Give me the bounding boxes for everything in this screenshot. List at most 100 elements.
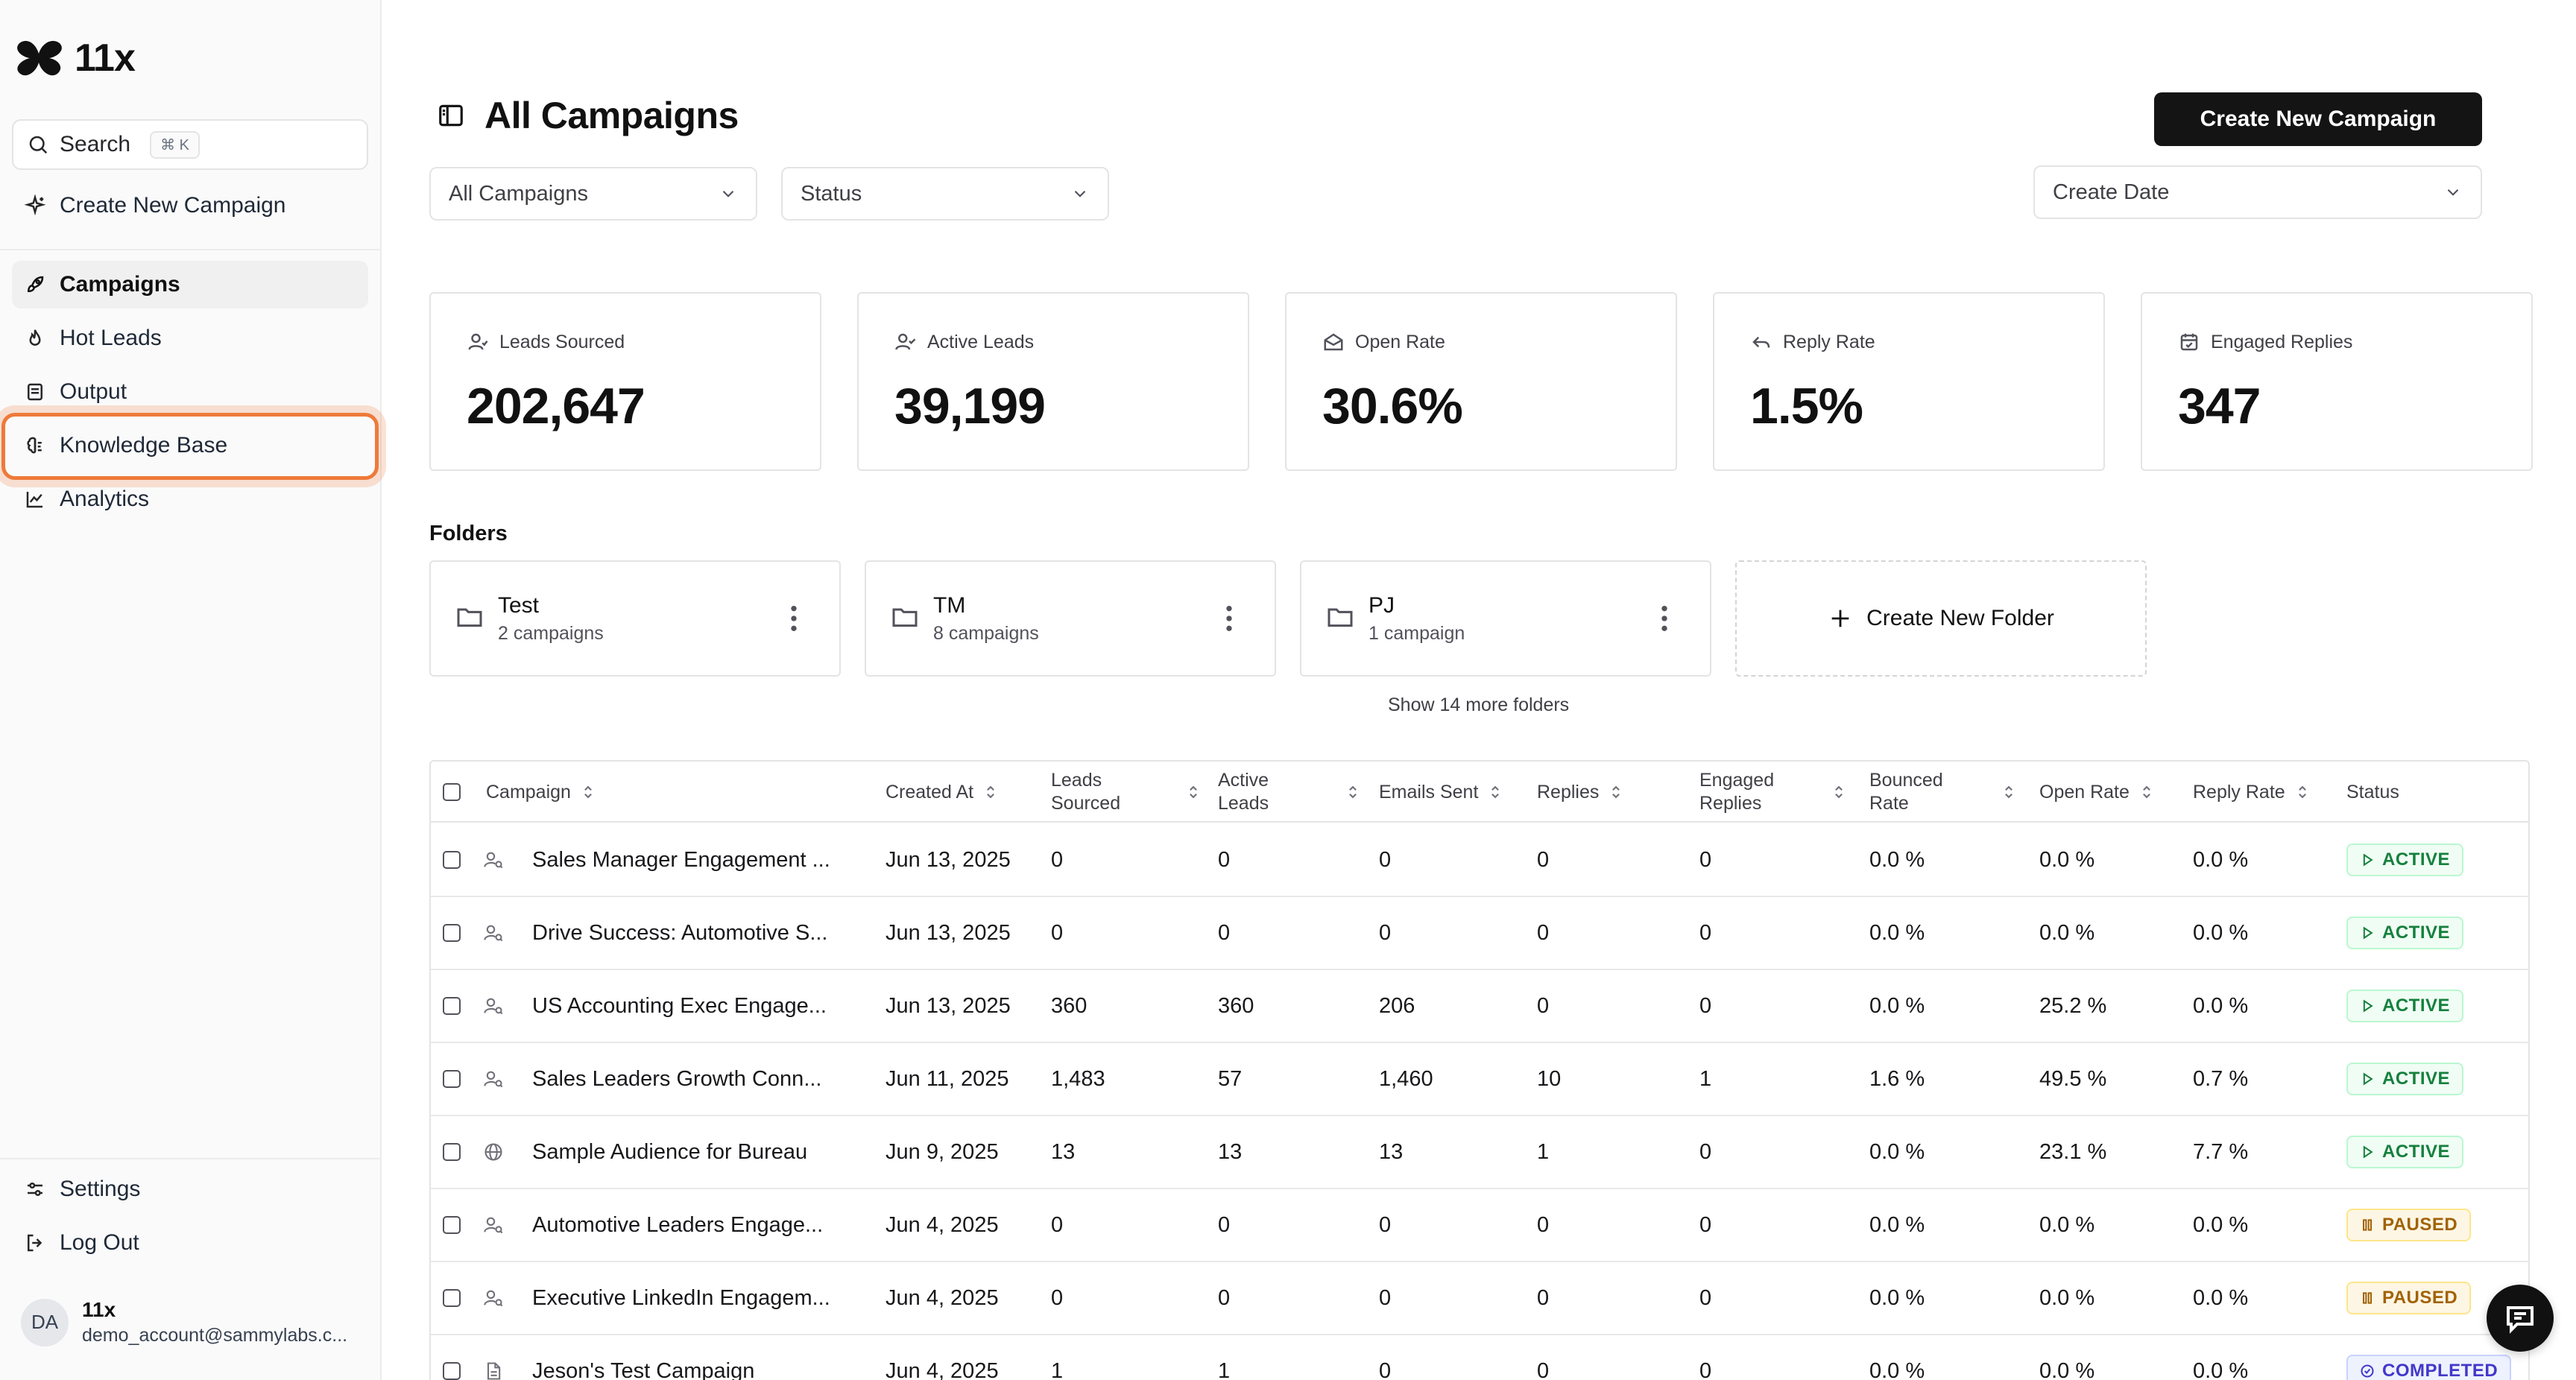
chat-support-button[interactable] — [2487, 1285, 2554, 1352]
column-header-open-rate[interactable]: Open Rate — [2039, 762, 2153, 823]
cell-emails: 206 — [1379, 993, 1415, 1018]
row-checkbox[interactable] — [443, 1289, 461, 1307]
column-header-status[interactable]: Status — [2346, 762, 2399, 823]
settings-link[interactable]: Settings — [12, 1165, 368, 1213]
more-vertical-icon[interactable] — [1659, 604, 1670, 633]
row-checkbox[interactable] — [443, 1143, 461, 1161]
cell-bounced: 0.0 % — [1869, 1212, 1925, 1237]
sidebar-item-output[interactable]: Output — [12, 368, 368, 416]
table-row[interactable]: Automotive Leaders Engage... Jun 4, 2025 0… — [431, 1189, 2528, 1262]
stat-value: 347 — [2178, 378, 2261, 434]
campaign-name[interactable]: US Accounting Exec Engage... — [532, 993, 827, 1018]
search-input[interactable]: Search ⌘ K — [12, 119, 368, 170]
create-new-campaign-label: Create New Campaign — [60, 193, 286, 218]
folder-card-pj[interactable]: PJ 1 campaign — [1300, 560, 1711, 677]
cell-bounced: 0.0 % — [1869, 1139, 1925, 1164]
sidebar-item-knowledge-base[interactable]: Knowledge Base — [12, 422, 368, 469]
logout-link[interactable]: Log Out — [12, 1219, 368, 1267]
user-profile[interactable]: DA 11x demo_account@sammylabs.c... — [21, 1298, 347, 1346]
create-new-campaign-link[interactable]: Create New Campaign — [12, 182, 368, 230]
table-row[interactable]: Sample Audience for Bureau Jun 9, 2025 13 1… — [431, 1116, 2528, 1189]
column-header-active-leads[interactable]: Active Leads — [1218, 762, 1360, 823]
chevron-down-icon — [2447, 189, 2459, 196]
sidebar-item-label: Output — [60, 379, 127, 404]
column-header-reply-rate[interactable]: Reply Rate — [2193, 762, 2309, 823]
user-search-icon — [483, 849, 504, 870]
create-new-campaign-button[interactable]: Create New Campaign — [2154, 92, 2482, 146]
chevron-down-icon — [722, 190, 734, 197]
table-row[interactable]: Executive LinkedIn Engagem... Jun 4, 2025… — [431, 1262, 2528, 1335]
status-filter-select[interactable]: Status — [781, 167, 1109, 221]
sort-icon — [2298, 785, 2306, 799]
sliders-icon — [24, 1178, 46, 1200]
campaign-name[interactable]: Drive Success: Automotive S... — [532, 920, 828, 945]
column-header-replies[interactable]: Replies — [1537, 762, 1623, 823]
sort-icon — [1190, 785, 1197, 799]
play-icon — [2360, 1145, 2375, 1159]
campaign-name[interactable]: Executive LinkedIn Engagem... — [532, 1285, 830, 1310]
create-date-filter-select[interactable]: Create Date — [2033, 165, 2482, 219]
campaign-name[interactable]: Automotive Leaders Engage... — [532, 1212, 824, 1237]
sidebar-item-label: Campaigns — [60, 272, 180, 297]
cell-open: 0.0 % — [2039, 1285, 2095, 1310]
create-new-folder-button[interactable]: Create New Folder — [1735, 560, 2147, 677]
table-row[interactable]: Drive Success: Automotive S... Jun 13, 20… — [431, 897, 2528, 970]
folder-card-tm[interactable]: TM 8 campaigns — [865, 560, 1276, 677]
column-header-emails-sent[interactable]: Emails Sent — [1379, 762, 1502, 823]
column-header-engaged-replies[interactable]: Engaged Replies — [1699, 762, 1846, 823]
pause-icon — [2360, 1218, 2375, 1232]
column-header-campaign[interactable]: Campaign — [486, 762, 595, 823]
column-label-line: Sourced — [1051, 793, 1121, 814]
sidebar-toggle-icon[interactable] — [437, 101, 465, 130]
sort-icon — [2005, 785, 2012, 799]
column-header-bounced-rate[interactable]: Bounced Rate — [1869, 762, 2015, 823]
table-row[interactable]: Sales Manager Engagement ... Jun 13, 2025… — [431, 824, 2528, 897]
campaign-name[interactable]: Jeson's Test Campaign — [532, 1358, 755, 1380]
sort-icon — [1612, 785, 1620, 799]
column-label: Reply Rate — [2193, 781, 2285, 803]
folder-card-test[interactable]: Test 2 campaigns — [429, 560, 841, 677]
more-vertical-icon[interactable] — [1224, 604, 1234, 633]
sidebar-item-hot-leads[interactable]: Hot Leads — [12, 314, 368, 362]
cell-active: 0 — [1218, 920, 1231, 945]
column-header-leads-sourced[interactable]: Leads Sourced — [1051, 762, 1200, 823]
row-checkbox[interactable] — [443, 851, 461, 869]
more-vertical-icon[interactable] — [789, 604, 799, 633]
brain-icon — [24, 434, 46, 457]
page-title: All Campaigns — [484, 95, 739, 136]
logout-icon — [24, 1232, 46, 1254]
user-email: demo_account@sammylabs.c... — [82, 1325, 348, 1346]
cell-reply: 7.7 % — [2193, 1139, 2249, 1164]
campaign-name[interactable]: Sample Audience for Bureau — [532, 1139, 808, 1164]
sidebar-divider — [0, 249, 380, 250]
column-label-line: Bounced — [1869, 770, 1943, 791]
sidebar-item-analytics[interactable]: Analytics — [12, 475, 368, 523]
cell-open: 25.2 % — [2039, 993, 2107, 1018]
campaign-name[interactable]: Sales Manager Engagement ... — [532, 847, 830, 872]
pause-icon — [2360, 1291, 2375, 1305]
cell-bounced: 0.0 % — [1869, 847, 1925, 872]
table-row[interactable]: US Accounting Exec Engage... Jun 13, 2025… — [431, 970, 2528, 1043]
folder-icon — [1328, 608, 1353, 627]
row-checkbox[interactable] — [443, 1362, 461, 1380]
status-label: ACTIVE — [2382, 996, 2451, 1016]
logo[interactable]: 11x — [16, 36, 136, 80]
select-all-checkbox[interactable] — [443, 783, 461, 801]
table-row[interactable]: Sales Leaders Growth Conn... Jun 11, 2025… — [431, 1043, 2528, 1116]
show-more-folders-link[interactable]: Show 14 more folders — [1388, 694, 1570, 715]
cell-leads: 0 — [1051, 1285, 1064, 1310]
user-search-icon — [483, 1215, 504, 1235]
folder-count: 1 campaign — [1368, 623, 1465, 644]
cell-reply: 0.0 % — [2193, 920, 2249, 945]
sidebar-item-campaigns[interactable]: Campaigns — [12, 261, 368, 308]
row-checkbox[interactable] — [443, 997, 461, 1015]
column-header-created-at[interactable]: Created At — [886, 762, 997, 823]
row-checkbox[interactable] — [443, 924, 461, 942]
row-checkbox[interactable] — [443, 1216, 461, 1234]
stat-card-leads-sourced: Leads Sourced 202,647 — [429, 292, 821, 471]
campaign-name[interactable]: Sales Leaders Growth Conn... — [532, 1066, 822, 1091]
table-row[interactable]: Jeson's Test Campaign Jun 4, 2025 1 1 0 0 0 0.0… — [431, 1335, 2528, 1380]
campaigns-filter-select[interactable]: All Campaigns — [429, 167, 757, 221]
row-checkbox[interactable] — [443, 1070, 461, 1088]
cell-created: Jun 11, 2025 — [886, 1066, 1009, 1091]
